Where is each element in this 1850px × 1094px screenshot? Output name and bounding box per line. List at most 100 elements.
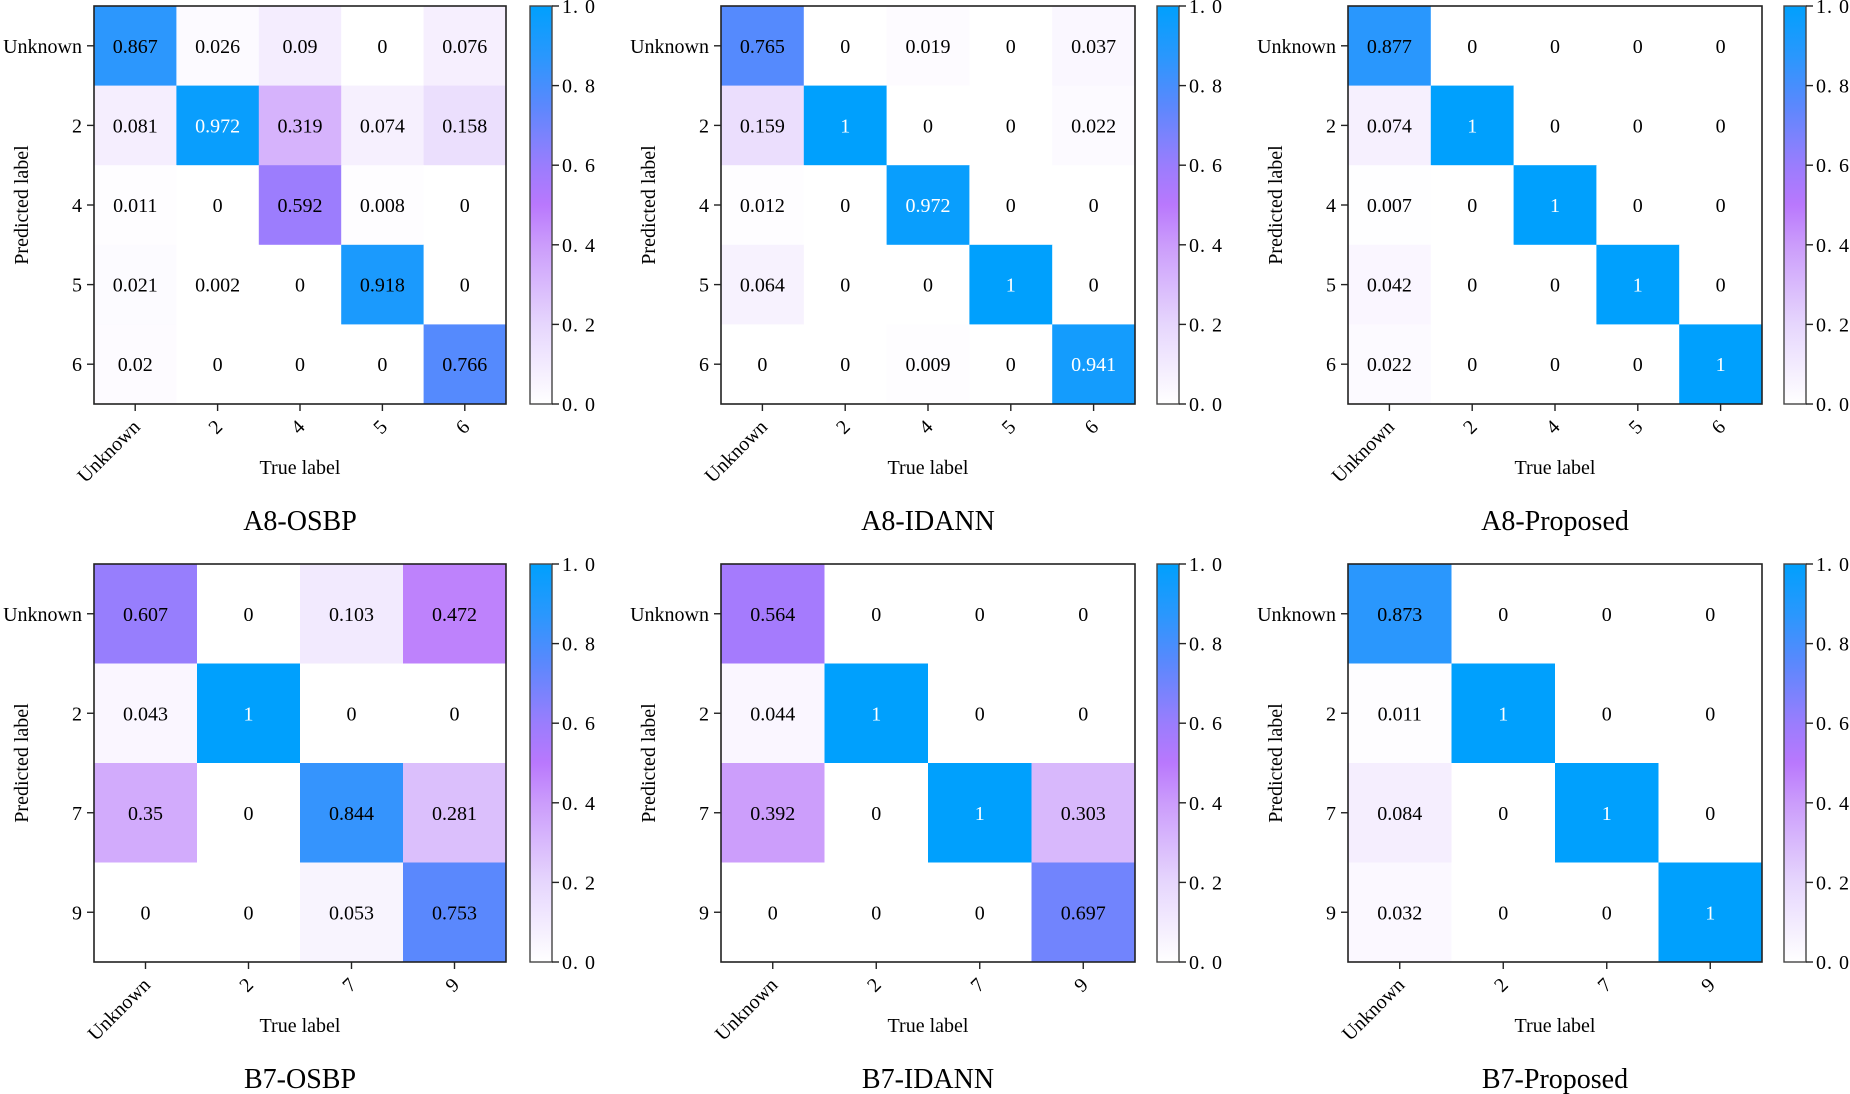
heatmap-cell xyxy=(1555,763,1659,863)
y-axis-label: Predicted label xyxy=(11,703,33,823)
y-axis-label: Predicted label xyxy=(638,703,660,823)
cell-value-label: 0.103 xyxy=(329,604,374,626)
heatmap-cell xyxy=(824,862,929,963)
cell-value-label: 1 xyxy=(1467,115,1477,137)
cell-value-label: 0 xyxy=(1633,115,1643,137)
x-axis-label: True label xyxy=(260,457,341,479)
y-tick-label: Unknown xyxy=(1257,604,1336,626)
cell-value-label: 0.037 xyxy=(1071,36,1116,58)
x-tick-label: Unknown xyxy=(73,416,144,487)
cell-value-label: 0.766 xyxy=(442,354,487,376)
x-tick-label: Unknown xyxy=(701,416,772,487)
cell-value-label: 0.074 xyxy=(360,115,405,137)
x-tick-label: Unknown xyxy=(84,974,155,1045)
cell-value-label: 0.918 xyxy=(360,275,405,297)
heatmap-cell xyxy=(1513,85,1597,166)
colorbar-tick-label: 0. 0 xyxy=(1816,952,1850,974)
heatmap-cell xyxy=(1679,244,1763,325)
y-tick-label: 2 xyxy=(1326,703,1336,725)
cell-value-label: 0.972 xyxy=(906,195,951,217)
cell-value-label: 0.064 xyxy=(740,275,785,297)
panel-title: B7-IDANN xyxy=(862,1064,994,1094)
heatmap-cell xyxy=(403,663,507,764)
heatmap-cell xyxy=(94,324,177,405)
x-tick-label: 2 xyxy=(235,974,258,997)
cell-value-label: 0 xyxy=(1498,902,1508,924)
heatmap-cell xyxy=(423,85,507,166)
colorbar-tick-label: 0. 2 xyxy=(1189,872,1223,894)
panel-title: A8-IDANN xyxy=(861,506,995,537)
cell-value-label: 0 xyxy=(1633,195,1643,217)
cell-value-label: 0.012 xyxy=(740,195,785,217)
cell-value-label: 0.026 xyxy=(195,36,240,58)
cell-value-label: 0.022 xyxy=(1367,354,1412,376)
cell-value-label: 0 xyxy=(1550,354,1560,376)
colorbar-tick-label: 1. 0 xyxy=(1816,554,1850,576)
heatmap-cell xyxy=(1596,85,1680,166)
cell-value-label: 0 xyxy=(460,275,470,297)
heatmap-cell xyxy=(824,564,929,664)
cell-value-label: 0.021 xyxy=(113,275,158,297)
colorbar-frame xyxy=(1783,5,1807,405)
heatmap-cell xyxy=(1031,862,1136,963)
heatmap-cell xyxy=(176,324,260,405)
heatmap-cell xyxy=(1348,85,1432,166)
heatmap-cell xyxy=(1555,663,1659,764)
cell-value-label: 0.392 xyxy=(750,803,795,825)
cell-value-label: 0 xyxy=(377,354,387,376)
cell-value-label: 0.319 xyxy=(278,115,323,137)
heatmap-cell xyxy=(1596,165,1680,246)
cell-value-label: 0.592 xyxy=(278,195,323,217)
cell-value-label: 0 xyxy=(1467,195,1477,217)
heatmap-cell xyxy=(300,564,404,664)
cell-value-label: 0.159 xyxy=(740,115,785,137)
cell-value-label: 1 xyxy=(1498,703,1508,725)
cell-value-label: 0.697 xyxy=(1061,902,1106,924)
colorbar-tick-label: 0. 2 xyxy=(1816,314,1850,336)
heatmap-cell xyxy=(94,763,198,863)
colorbar-tick-label: 1. 0 xyxy=(1816,0,1850,18)
colorbar-frame xyxy=(1156,563,1180,963)
cell-value-label: 0 xyxy=(975,902,985,924)
x-tick-label: 9 xyxy=(1070,974,1093,997)
heatmap-cell xyxy=(1031,763,1136,863)
heatmap-cell xyxy=(94,663,198,764)
cell-value-label: 0.158 xyxy=(442,115,487,137)
cell-value-label: 0.753 xyxy=(432,902,477,924)
heatmap-cell xyxy=(1031,564,1136,664)
heatmap-cell xyxy=(1679,165,1763,246)
colorbar-tick-label: 0. 2 xyxy=(1816,872,1850,894)
cell-value-label: 0 xyxy=(840,275,850,297)
heatmap-cell xyxy=(1596,324,1680,405)
colorbar-gradient xyxy=(1784,564,1806,962)
cell-value-label: 0.008 xyxy=(360,195,405,217)
cell-value-label: 0 xyxy=(1089,275,1099,297)
y-tick-label: 2 xyxy=(1326,115,1336,137)
heatmap-cell xyxy=(94,165,177,246)
heatmap-cell xyxy=(1679,85,1763,166)
cell-value-label: 0.042 xyxy=(1367,275,1412,297)
colorbar-tick-label: 0. 8 xyxy=(1189,76,1223,98)
x-tick-label: 6 xyxy=(1081,416,1104,439)
heatmap-cell xyxy=(176,6,260,87)
cell-value-label: 0.303 xyxy=(1061,803,1106,825)
x-tick-label: 2 xyxy=(1490,974,1513,997)
colorbar-tick-label: 0. 6 xyxy=(562,155,596,177)
cell-value-label: 0 xyxy=(1550,36,1560,58)
heatmap-cell xyxy=(341,244,425,325)
cell-value-label: 0 xyxy=(1467,36,1477,58)
cell-value-label: 0.281 xyxy=(432,803,477,825)
panel-title: A8-OSBP xyxy=(243,506,357,537)
heatmap-cell xyxy=(824,663,929,764)
colorbar-tick-label: 0. 4 xyxy=(562,793,596,815)
heatmap-cell xyxy=(1596,6,1680,87)
heatmap-cell xyxy=(197,763,301,863)
colorbar-tick-label: 0. 0 xyxy=(1816,394,1850,416)
x-axis-label: True label xyxy=(1515,457,1596,479)
cell-value-label: 0.076 xyxy=(442,36,487,58)
cell-value-label: 0 xyxy=(213,354,223,376)
cell-value-label: 0 xyxy=(460,195,470,217)
colorbar-tick-label: 0. 4 xyxy=(1189,235,1223,257)
heatmap-panel-b7-osbp: 0.607 0 0.103 0.472 0.043 1 0 0 0.35 0 0.844 0.281 0… xyxy=(3,554,596,1094)
